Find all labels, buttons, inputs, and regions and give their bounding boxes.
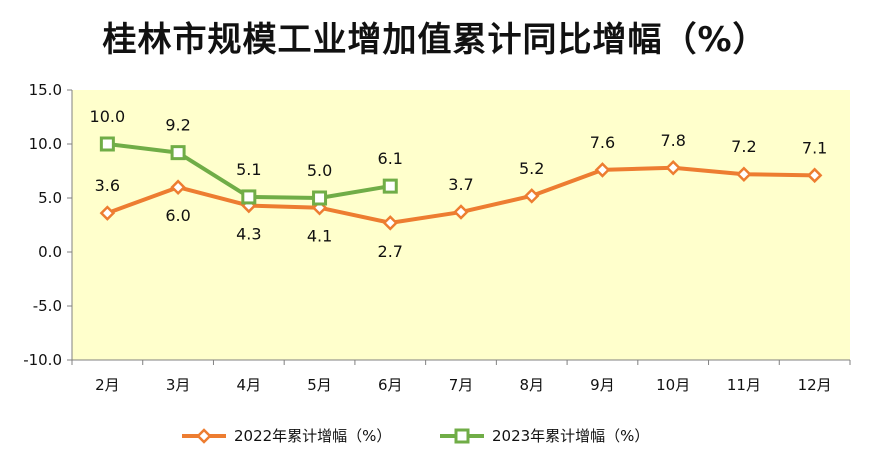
data-label: 5.0 [307, 161, 332, 180]
data-point-diamond [453, 204, 469, 220]
data-point-square [382, 178, 398, 194]
legend-square-icon [454, 428, 470, 444]
y-tick-label: 0.0 [38, 243, 62, 261]
legend-diamond-icon [196, 428, 212, 444]
data-label: 6.1 [378, 149, 403, 168]
data-label: 7.6 [590, 133, 615, 152]
data-label: 4.3 [236, 225, 261, 244]
series-2023: 10.0 9.2 5.1 5.0 6.1 [90, 107, 403, 206]
series-2022: 3.6 6.0 4.3 4.1 2.7 3.7 5.2 7.6 7.8 7.2 7.1 [95, 131, 828, 261]
data-label: 7.1 [802, 138, 827, 157]
legend-label: 2022年累计增幅（%） [234, 427, 391, 445]
data-label: 5.2 [519, 159, 544, 178]
data-label: 7.2 [731, 137, 756, 156]
y-tick-label: 5.0 [38, 189, 62, 207]
y-tick-label: 10.0 [29, 135, 62, 153]
data-point-diamond [806, 167, 823, 184]
data-point-diamond [523, 188, 540, 204]
x-tick-label: 4月 [237, 376, 262, 394]
x-tick-label: 11月 [727, 376, 761, 394]
y-tick-label: -10.0 [23, 351, 62, 369]
data-point-diamond [736, 166, 752, 183]
data-label: 9.2 [165, 116, 190, 135]
data-label: 4.1 [307, 227, 332, 246]
x-axis: 2月 3月 4月 5月 6月 7月 8月 9月 10月 11月 12月 [71, 359, 851, 394]
data-label: 7.8 [660, 131, 685, 150]
data-label: 5.1 [236, 160, 261, 179]
x-tick-label: 8月 [519, 376, 544, 394]
data-point-square [241, 189, 257, 205]
data-point-diamond [594, 162, 611, 178]
data-label: 10.0 [90, 107, 126, 126]
x-tick-label: 6月 [378, 376, 403, 394]
x-tick-label: 9月 [590, 376, 615, 394]
data-point-diamond [665, 159, 681, 176]
data-point-square [99, 136, 115, 152]
data-point-square [312, 190, 328, 206]
data-point-diamond [99, 205, 116, 221]
series-layer: 3.6 6.0 4.3 4.1 2.7 3.7 5.2 7.6 7.8 7.2 7.1 10.0 9.2… [90, 107, 828, 261]
y-tick-label: -5.0 [33, 297, 62, 315]
chart-title: 桂林市规模工业增加值累计同比增幅（%） [102, 20, 768, 60]
data-label: 3.7 [448, 175, 473, 194]
x-tick-label: 12月 [798, 376, 832, 394]
x-tick-label: 3月 [166, 376, 191, 394]
x-tick-label: 7月 [449, 376, 474, 394]
x-tick-label: 10月 [656, 376, 690, 394]
y-tick-label: 15.0 [29, 81, 62, 99]
plot-area [72, 90, 850, 360]
data-label: 3.6 [95, 176, 120, 195]
y-axis: 15.0 10.0 5.0 0.0 -5.0 -10.0 [23, 81, 73, 369]
legend: 2022年累计增幅（%） 2023年累计增幅（%） [182, 427, 649, 445]
data-point-diamond [382, 215, 399, 231]
data-label: 6.0 [165, 206, 190, 225]
x-tick-label: 5月 [307, 376, 332, 394]
data-label: 2.7 [378, 242, 403, 261]
data-point-square [170, 145, 186, 161]
legend-label: 2023年累计增幅（%） [492, 427, 649, 445]
x-tick-label: 2月 [95, 376, 120, 394]
data-point-diamond [170, 179, 186, 195]
